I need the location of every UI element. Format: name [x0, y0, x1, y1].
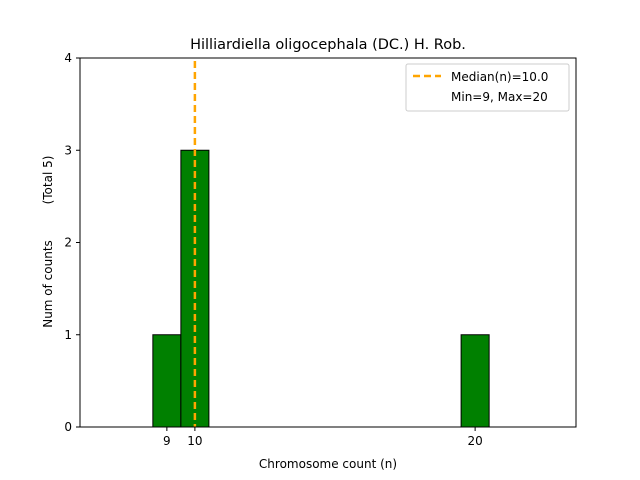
legend-range-label: Min=9, Max=20 [451, 90, 548, 104]
chart-title: Hilliardiella oligocephala (DC.) H. Rob. [190, 37, 466, 53]
x-tick-label-9: 9 [163, 434, 171, 448]
x-tick-label-10: 10 [187, 434, 202, 448]
y-tick-label-2: 2 [64, 236, 72, 250]
y-tick-label-0: 0 [64, 420, 72, 434]
y-tick-label-3: 3 [64, 143, 72, 157]
x-tick-label-20: 20 [467, 434, 482, 448]
y-axis-label: Num of counts [41, 240, 55, 328]
y-axis-total-note: (Total 5) [41, 156, 55, 205]
y-tick-label-4: 4 [64, 51, 72, 65]
y-axis: 0 1 2 3 4 [64, 51, 80, 434]
x-axis: 9 10 20 [163, 427, 483, 448]
histogram-bar-9 [152, 334, 182, 428]
legend-frame [405, 63, 570, 112]
histogram-bar-20 [460, 334, 490, 428]
y-tick-label-1: 1 [64, 328, 72, 342]
legend: Median(n)=10.0 Min=9, Max=20 [405, 63, 570, 112]
x-axis-label: Chromosome count (n) [259, 457, 397, 471]
legend-median-label: Median(n)=10.0 [451, 70, 548, 84]
